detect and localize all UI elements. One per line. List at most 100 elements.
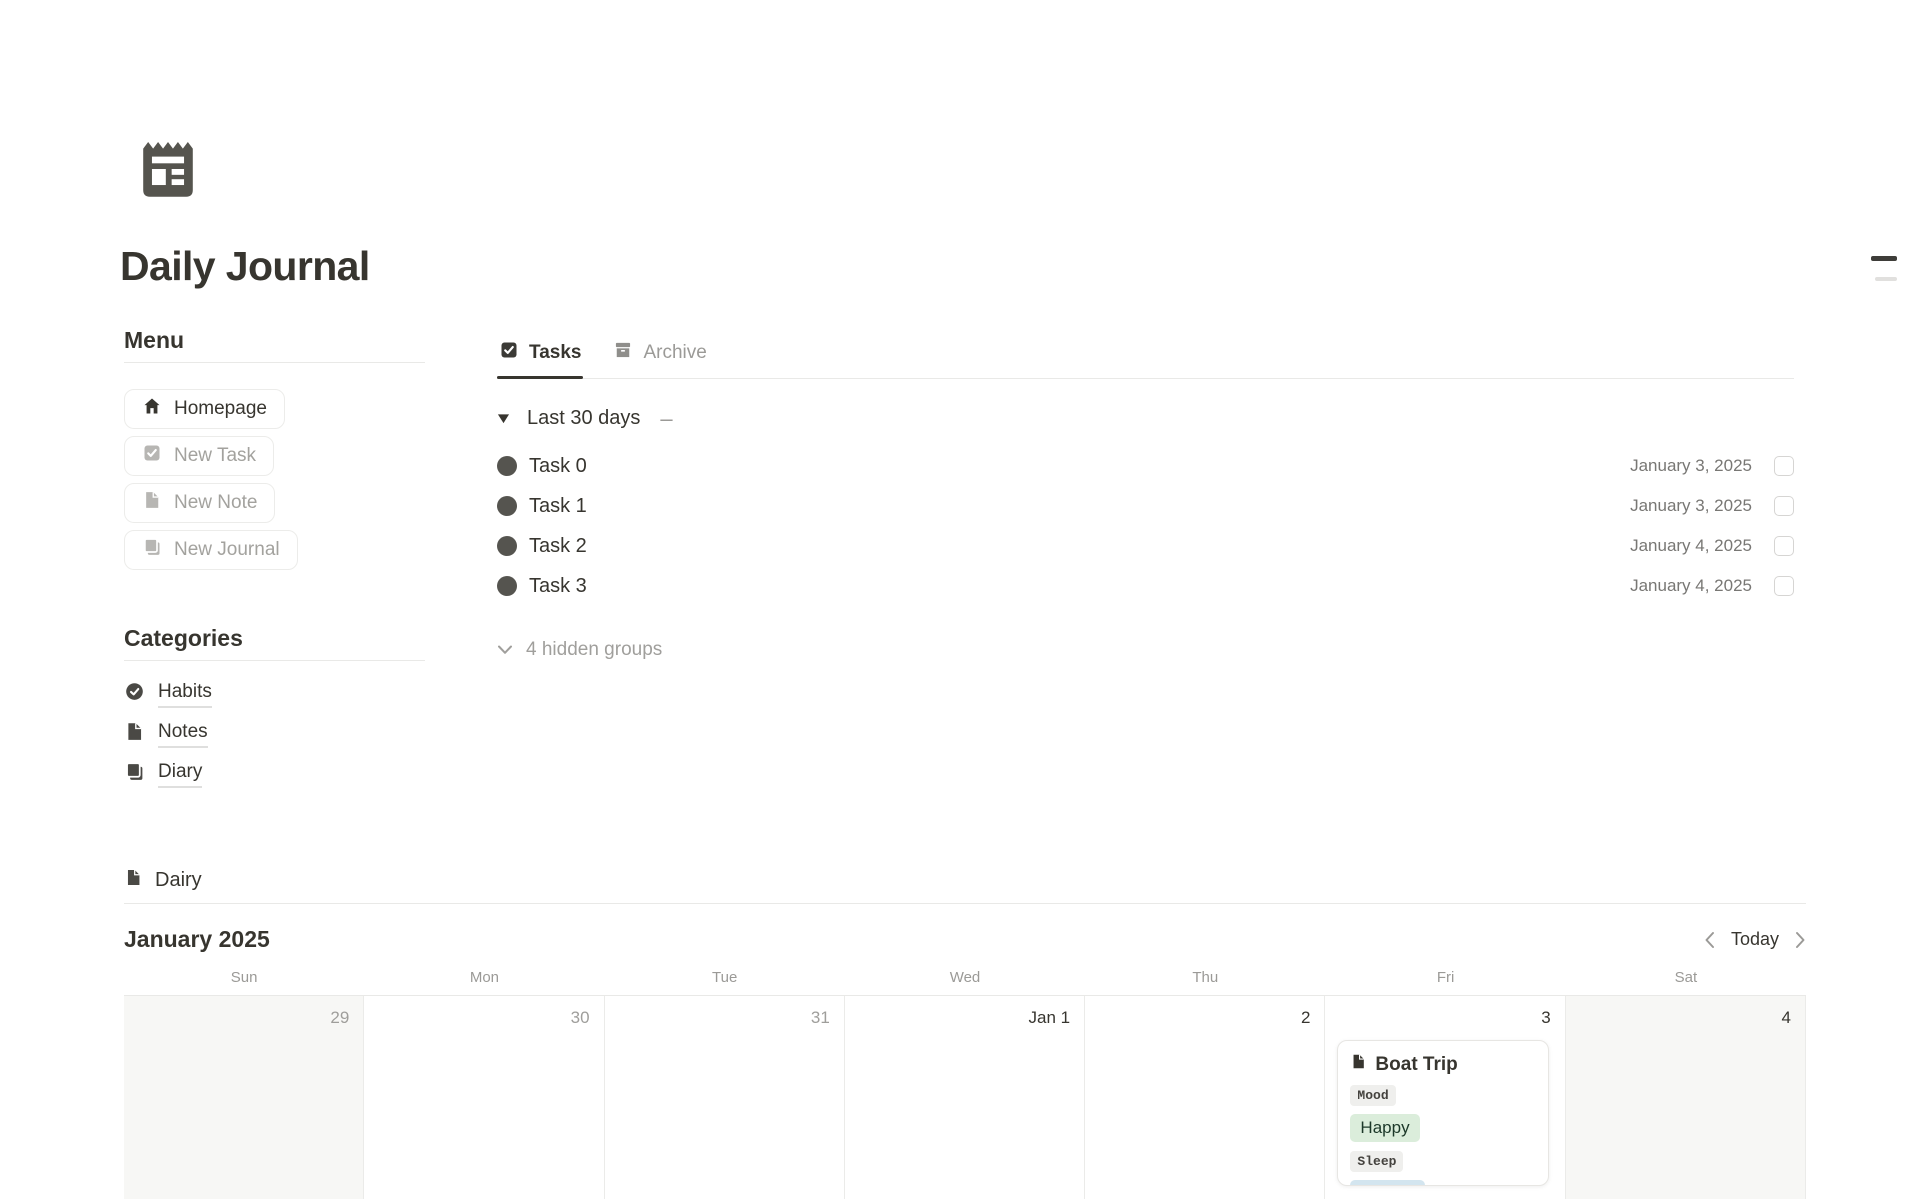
- task-bullet-icon: [497, 536, 517, 556]
- calendar-cell[interactable]: 2: [1085, 996, 1326, 1199]
- calendar-date-label: Jan 1: [1028, 1008, 1071, 1027]
- property-name-tag: Sleep: [1350, 1151, 1404, 1172]
- calendar-date-label: 4: [1781, 1008, 1791, 1027]
- category-label: Diary: [158, 761, 203, 788]
- category-label: Notes: [158, 721, 208, 748]
- task-date: January 3, 2025: [1630, 456, 1752, 475]
- task-name[interactable]: Task 1: [529, 494, 587, 517]
- outline-dash-light-icon: [1875, 277, 1897, 281]
- today-button[interactable]: Today: [1730, 929, 1779, 949]
- categories-section: Categories Habits Notes: [124, 624, 425, 792]
- group-header-last-30-days: Last 30 days –: [497, 407, 1794, 430]
- task-date: January 4, 2025: [1630, 576, 1752, 595]
- task-checkbox[interactable]: [1774, 576, 1794, 596]
- property-value-tag: Happy: [1350, 1114, 1420, 1142]
- weekday-label: Sun: [230, 969, 258, 986]
- categories-list: Habits Notes Diary: [124, 661, 425, 792]
- tab-label: Archive: [643, 342, 707, 363]
- weekday-label: Tue: [712, 969, 738, 986]
- menu-button-new-journal[interactable]: New Journal: [124, 530, 298, 570]
- menu-heading: Menu: [124, 326, 425, 363]
- category-link-notes[interactable]: Notes: [124, 717, 208, 752]
- task-bullet-icon: [497, 576, 517, 596]
- property-value-tag: Normal: [1350, 1180, 1426, 1185]
- home-icon: [142, 396, 162, 422]
- task-checkbox[interactable]: [1774, 536, 1794, 556]
- calendar-cell[interactable]: 3 Boat Trip Mood Happy Sleep Normal: [1325, 996, 1566, 1199]
- calendar-month-label: January 2025: [124, 926, 270, 952]
- calendar-grid: 29 30 31 Jan 1 2 3: [124, 995, 1806, 1199]
- calendar-cell[interactable]: Jan 1: [844, 996, 1086, 1199]
- task-name[interactable]: Task 0: [529, 454, 587, 477]
- task-row: Task 0 January 3, 2025: [497, 446, 1794, 486]
- tab-archive[interactable]: Archive: [611, 338, 708, 378]
- task-name[interactable]: Task 3: [529, 574, 587, 597]
- task-row: Task 2 January 4, 2025: [497, 526, 1794, 566]
- note-icon: [142, 490, 162, 516]
- calendar-cell[interactable]: 29: [124, 996, 365, 1199]
- task-checkbox[interactable]: [1774, 496, 1794, 516]
- category-label: Habits: [158, 681, 212, 708]
- task-checkbox[interactable]: [1774, 456, 1794, 476]
- categories-heading: Categories: [124, 624, 425, 661]
- view-tabs: Tasks Archive: [497, 338, 1794, 379]
- diary-calendar-section: Dairy January 2025 Today Sun Mon Tue Wed…: [124, 868, 1806, 1199]
- group-hide-button[interactable]: –: [660, 405, 673, 431]
- triangle-down-icon[interactable]: [497, 413, 510, 424]
- menu-button-new-task[interactable]: New Task: [124, 436, 275, 476]
- menu-button-label: New Note: [174, 492, 258, 513]
- note-icon: [124, 721, 145, 748]
- menu-list: Homepage New Task New Note New Journal: [124, 363, 425, 570]
- task-row: Task 3 January 4, 2025: [497, 566, 1794, 606]
- chevron-left-icon[interactable]: [1704, 931, 1715, 949]
- weekday-header-row: Sun Mon Tue Wed Thu Fri Sat: [124, 969, 1806, 986]
- calendar-cell[interactable]: 30: [364, 996, 605, 1199]
- chevron-right-icon[interactable]: [1795, 931, 1806, 949]
- task-row: Task 1 January 3, 2025: [497, 486, 1794, 526]
- calendar-controls: Today: [1704, 929, 1806, 950]
- outline-dash-dark-icon: [1871, 256, 1897, 261]
- calendar-cell[interactable]: 4: [1565, 996, 1806, 1199]
- menu-button-new-note[interactable]: New Note: [124, 483, 276, 523]
- task-bullet-icon: [497, 496, 517, 516]
- event-card-boat-trip[interactable]: Boat Trip Mood Happy Sleep Normal: [1337, 1040, 1549, 1186]
- tab-tasks[interactable]: Tasks: [497, 338, 584, 379]
- calendar-date-label: 30: [570, 1008, 590, 1027]
- tab-label: Tasks: [529, 342, 582, 363]
- weekday-label: Wed: [949, 969, 981, 986]
- journal-page-icon[interactable]: [133, 134, 203, 204]
- hidden-groups-toggle[interactable]: 4 hidden groups: [497, 639, 1794, 661]
- task-list: Task 0 January 3, 2025 Task 1 January 3,…: [497, 446, 1794, 606]
- category-link-diary[interactable]: Diary: [124, 757, 203, 792]
- weekday-label: Sat: [1674, 969, 1698, 986]
- check-circle-icon: [124, 681, 145, 708]
- weekday-label: Thu: [1192, 969, 1219, 986]
- checkbox-icon: [499, 340, 519, 366]
- diary-view-header[interactable]: Dairy: [124, 868, 1806, 904]
- chevron-down-icon: [497, 639, 513, 661]
- note-icon: [124, 868, 143, 893]
- calendar-cell[interactable]: 31: [604, 996, 845, 1199]
- diary-view-title: Dairy: [155, 869, 202, 891]
- calendar-date-label: 29: [330, 1008, 350, 1027]
- category-link-habits[interactable]: Habits: [124, 677, 212, 712]
- outline-indicator[interactable]: [1871, 256, 1897, 281]
- note-icon: [1350, 1053, 1367, 1076]
- sidebar: Menu Homepage New Task New Note: [124, 326, 425, 792]
- task-name[interactable]: Task 2: [529, 534, 587, 557]
- task-date: January 4, 2025: [1630, 536, 1752, 555]
- journal-icon: [142, 537, 162, 563]
- task-bullet-icon: [497, 456, 517, 476]
- event-title: Boat Trip: [1375, 1053, 1458, 1075]
- property-name-tag: Mood: [1350, 1085, 1396, 1106]
- event-title-row: Boat Trip: [1350, 1053, 1535, 1076]
- calendar-date-label: 31: [810, 1008, 830, 1027]
- archive-icon: [613, 340, 633, 366]
- hidden-groups-label: 4 hidden groups: [526, 639, 663, 660]
- checkbox-icon: [142, 443, 162, 469]
- menu-button-label: New Task: [174, 445, 257, 466]
- menu-button-homepage[interactable]: Homepage: [124, 389, 285, 429]
- journal-icon: [124, 761, 145, 788]
- calendar-date-label: 3: [1541, 1008, 1551, 1027]
